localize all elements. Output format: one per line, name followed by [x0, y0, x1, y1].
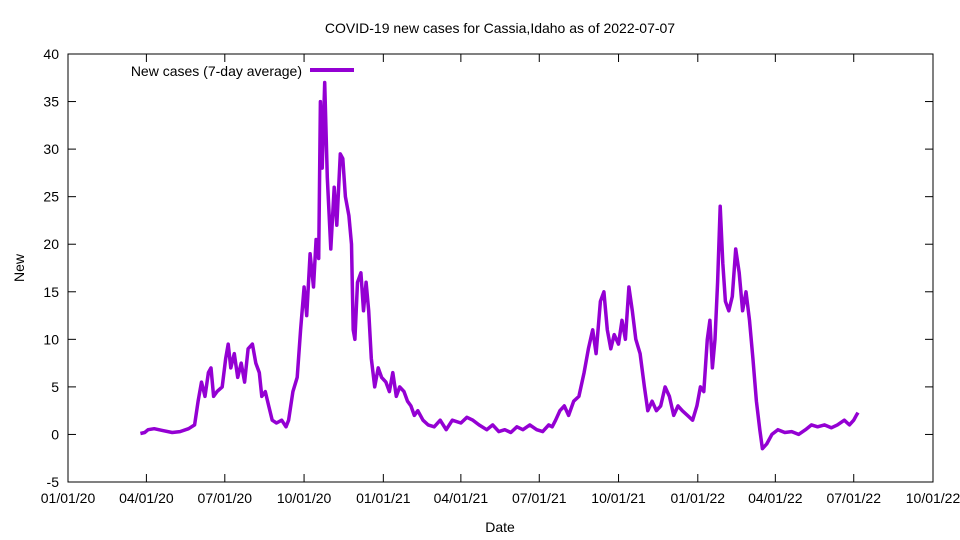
y-tick-label: -5: [47, 474, 60, 490]
y-axis: -5 0 5 10 15 20 25 30 35 40: [43, 46, 933, 490]
x-tick-label: 01/01/22: [671, 490, 726, 506]
chart-title: COVID-19 new cases for Cassia,Idaho as o…: [325, 20, 675, 36]
y-axis-label: New: [11, 253, 27, 282]
y-tick-label: 20: [43, 236, 59, 252]
y-tick-label: 10: [43, 331, 59, 347]
plot-frame: [67, 53, 934, 483]
x-tick-label: 04/01/21: [434, 490, 489, 506]
x-tick-label: 04/01/22: [748, 490, 803, 506]
x-tick-label: 10/01/22: [906, 490, 960, 506]
y-tick-label: 0: [51, 426, 59, 442]
y-tick-label: 5: [51, 379, 59, 395]
x-tick-label: 07/01/20: [198, 490, 253, 506]
legend: New cases (7-day average): [131, 63, 354, 79]
series-line-new-cases: [140, 80, 860, 451]
x-tick-label: 10/01/20: [277, 490, 332, 506]
legend-label: New cases (7-day average): [131, 63, 302, 79]
y-tick-label: 15: [43, 284, 59, 300]
x-tick-label: 01/01/21: [356, 490, 411, 506]
x-axis-label: Date: [485, 519, 515, 535]
y-tick-label: 35: [43, 94, 59, 110]
x-axis: 01/01/20 04/01/20 07/01/20 10/01/20 01/01/21…: [41, 54, 960, 506]
x-tick-label: 04/01/20: [119, 490, 174, 506]
y-tick-label: 25: [43, 189, 59, 205]
x-tick-label: 01/01/20: [41, 490, 96, 506]
x-tick-label: 10/01/21: [591, 490, 646, 506]
y-tick-label: 40: [43, 46, 59, 62]
y-tick-label: 30: [43, 141, 59, 157]
x-tick-label: 07/01/21: [512, 490, 567, 506]
x-tick-label: 07/01/22: [826, 490, 881, 506]
